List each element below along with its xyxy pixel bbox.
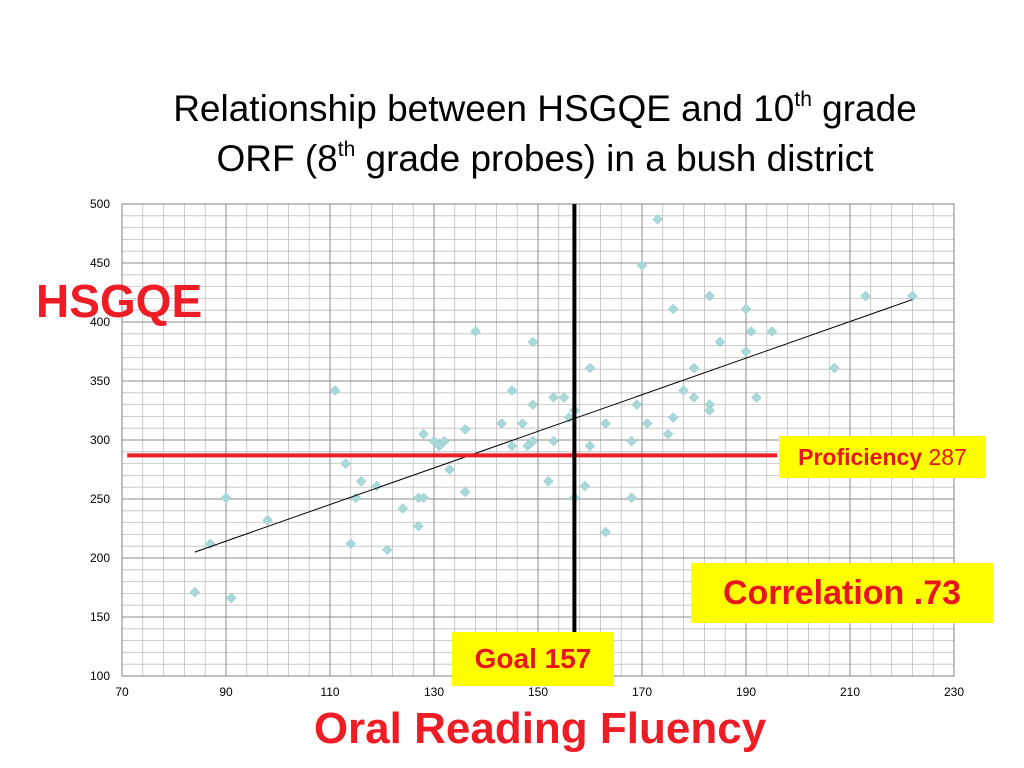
x-tick-label: 230 [944,685,964,699]
data-point [907,290,918,302]
data-point [860,290,871,302]
x-axis-label: Oral Reading Fluency [313,704,767,753]
y-tick-label: 250 [90,492,110,506]
x-tick-label: 90 [219,685,233,699]
y-axis-label: HSGQE [36,275,203,327]
y-tick-label: 450 [90,256,110,270]
chart-title: Relationship between HSGQE and 10th grad… [60,84,1024,184]
data-point [413,520,424,532]
data-point [662,428,674,440]
data-point [506,440,518,452]
x-tick-label: 110 [320,685,339,699]
data-point [626,492,637,504]
data-point [766,326,778,337]
data-point [459,424,471,435]
x-tick-label: 170 [632,685,652,699]
proficiency-label: Proficiency [798,444,923,470]
data-point [381,544,393,556]
data-point [205,538,216,550]
data-point [506,385,518,396]
x-axis-tick-labels: 70 90 110 130 150 170 190 210 230 [115,685,964,699]
trendline [194,299,913,553]
data-point [641,418,653,429]
data-point [740,346,752,357]
data-point [459,486,471,498]
data-point [688,362,700,374]
data-point [636,260,648,271]
data-point [626,435,637,447]
data-point [527,399,539,410]
data-point [220,492,232,504]
data-point [527,336,539,348]
data-point [704,405,715,416]
data-point [745,326,757,337]
x-tick-label: 70 [115,685,129,699]
data-point [600,418,611,429]
data-point [329,385,341,396]
y-tick-label: 500 [90,197,110,211]
data-point [418,428,429,440]
data-point [652,213,663,225]
data-point [543,475,554,487]
data-point [439,435,450,447]
data-point [345,538,357,550]
data-point [829,362,840,374]
data-point [470,326,481,337]
data-point [740,303,752,315]
data-point [548,435,559,447]
data-point [558,392,570,403]
data-point [262,514,273,526]
y-tick-label: 150 [90,610,110,624]
data-point [600,526,611,538]
x-tick-label: 150 [528,685,548,699]
proficiency-callout: Proficiency 287 [779,436,986,478]
data-point [584,440,596,452]
data-point [704,290,715,302]
data-point [527,435,539,447]
data-point [548,392,559,403]
data-point [418,492,429,504]
goal-callout: Goal 157 [452,632,614,686]
x-tick-label: 130 [424,685,444,699]
data-point [714,336,726,348]
data-points [189,213,918,604]
data-point [517,418,528,429]
data-point [397,503,409,514]
data-point [584,362,596,374]
data-point [189,586,201,598]
data-point [225,592,237,604]
data-point [678,385,689,396]
data-point [667,412,679,423]
correlation-callout: Correlation .73 [691,563,993,623]
y-tick-label: 100 [90,669,110,683]
y-tick-label: 300 [90,433,110,447]
data-point [751,392,762,403]
y-tick-label: 200 [90,551,110,565]
data-point [631,399,643,410]
y-axis-tick-labels: 100 150 200 250 300 350 400 450 500 [90,197,110,683]
data-point [444,464,455,475]
data-point [496,418,507,429]
data-point [688,392,700,403]
data-point [340,458,351,469]
proficiency-value: 287 [928,444,967,470]
y-tick-label: 400 [90,315,110,329]
data-point [579,480,591,492]
x-tick-label: 210 [840,685,860,699]
data-point [355,475,367,487]
data-point [667,303,679,315]
y-tick-label: 350 [90,374,110,388]
x-tick-label: 190 [736,685,756,699]
title-line-1: Relationship between HSGQE and 10th grad… [173,88,917,129]
title-line-2: ORF (8th grade probes) in a bush distric… [216,138,874,179]
